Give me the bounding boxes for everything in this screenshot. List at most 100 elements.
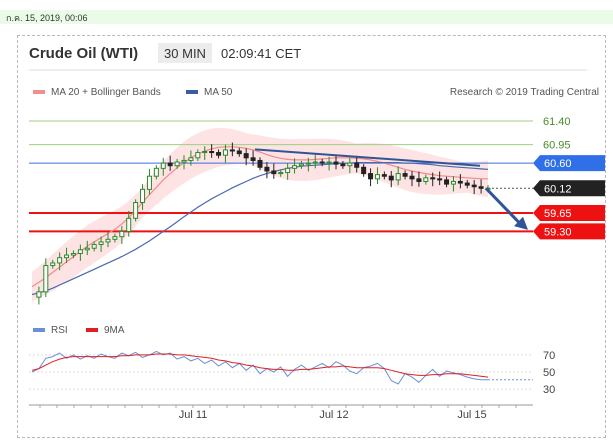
candle-body (305, 162, 311, 165)
candle-body (430, 177, 436, 180)
level-tag (533, 180, 605, 197)
candle-body (264, 166, 270, 172)
chart-frame (17, 35, 606, 438)
timeframe-label: 30 MIN (164, 46, 206, 61)
candle-body (146, 175, 152, 190)
candle-body (229, 149, 235, 152)
candle-body (222, 149, 228, 156)
candle-body (70, 252, 76, 256)
candle-body (160, 162, 166, 169)
candle-body (368, 173, 374, 180)
candle-body (340, 163, 346, 167)
level-tag (533, 223, 605, 240)
level-tag (533, 155, 605, 172)
candle-body (64, 254, 70, 259)
candle-body (84, 247, 90, 251)
candle-body (381, 174, 387, 177)
rsi-tick-label: 30 (543, 384, 555, 396)
candle-body (464, 182, 470, 186)
chart-title: Crude Oil (WTI) (29, 45, 138, 62)
candle-body (450, 180, 456, 185)
legend-ma20-swatch (33, 90, 45, 94)
candle-body (174, 161, 180, 167)
candle-body (167, 162, 173, 167)
candle-body (285, 167, 291, 174)
candle-body (471, 184, 477, 188)
forecast-arrow (484, 187, 522, 225)
candle-body (126, 217, 132, 232)
level-label-59-65: 59.65 (544, 208, 572, 220)
timeframe-box (158, 43, 212, 63)
x-tick-label: Jul 12 (319, 409, 348, 421)
candle-body (243, 153, 249, 159)
date-label: ก.ค. 15, 2019, 00:06 (6, 13, 88, 23)
x-tick-label: Jul 15 (457, 409, 486, 421)
candle-body (250, 157, 256, 161)
candle-body (140, 188, 146, 204)
time-label: 02:09:41 CET (221, 46, 301, 61)
resistance-trendline (254, 148, 481, 167)
date-bar: ก.ค. 15, 2019, 00:06 (0, 10, 613, 24)
candle-body (416, 178, 422, 182)
rsi-9ma-line (31, 353, 489, 378)
legend-ma50-label: MA 50 (204, 87, 233, 98)
candle-body (354, 162, 360, 168)
candle-body (298, 163, 304, 167)
candle-body (388, 175, 394, 181)
legend-rsi-swatch (33, 328, 45, 332)
level-label-60-12: 60.12 (544, 183, 572, 195)
level-tag (533, 205, 605, 222)
candle-body (77, 249, 83, 254)
candle-body (395, 173, 401, 181)
candle-body (202, 151, 208, 154)
candle-body (326, 161, 332, 164)
candle-body (36, 291, 42, 298)
candle-body (216, 152, 222, 156)
candle-body (292, 165, 298, 169)
candle-body (257, 159, 263, 168)
candle-body (437, 178, 443, 181)
candle-body (119, 230, 125, 238)
candle-body (312, 161, 318, 164)
bollinger-band (32, 127, 488, 302)
candle-body (361, 166, 367, 175)
candle-body (181, 159, 187, 163)
level-label-59-30: 59.30 (544, 226, 572, 238)
candle-body (195, 152, 201, 159)
x-tick-label: Jul 11 (179, 409, 208, 421)
candle-body (91, 244, 97, 249)
rsi-tick-label: 50 (543, 367, 555, 379)
legend-rsi-label: RSI (51, 325, 68, 336)
legend-9ma-swatch (86, 328, 98, 332)
rsi-tick-label: 70 (543, 350, 555, 362)
candle-body (50, 262, 56, 267)
candle-body (153, 167, 159, 177)
level-label-60-60: 60.60 (544, 158, 572, 170)
candle-body (188, 157, 194, 161)
candle-body (333, 161, 339, 165)
credit-label: Research © 2019 Trading Central (450, 87, 599, 98)
candle-body (278, 172, 284, 175)
candle-body (57, 257, 63, 264)
ma50-line (31, 162, 489, 296)
candle-body (478, 186, 484, 189)
price-panel (29, 120, 605, 305)
candle-body (43, 265, 49, 293)
candle-body (209, 151, 215, 154)
candle-body (423, 177, 429, 182)
candle-body (409, 175, 415, 180)
legend-9ma-label: 9MA (104, 325, 125, 336)
candle-body (319, 161, 325, 164)
forecast-arrowhead (514, 216, 528, 230)
legend-ma50-swatch (186, 90, 198, 94)
candle-body (112, 236, 118, 240)
candle-body (347, 162, 353, 167)
candle-body (402, 173, 408, 177)
candle-body (271, 170, 277, 175)
candle-body (236, 150, 242, 155)
legend-ma20-label: MA 20 + Bollinger Bands (51, 87, 161, 98)
candle-body (444, 179, 450, 185)
rsi-panel (29, 350, 533, 390)
candle-body (105, 238, 111, 243)
